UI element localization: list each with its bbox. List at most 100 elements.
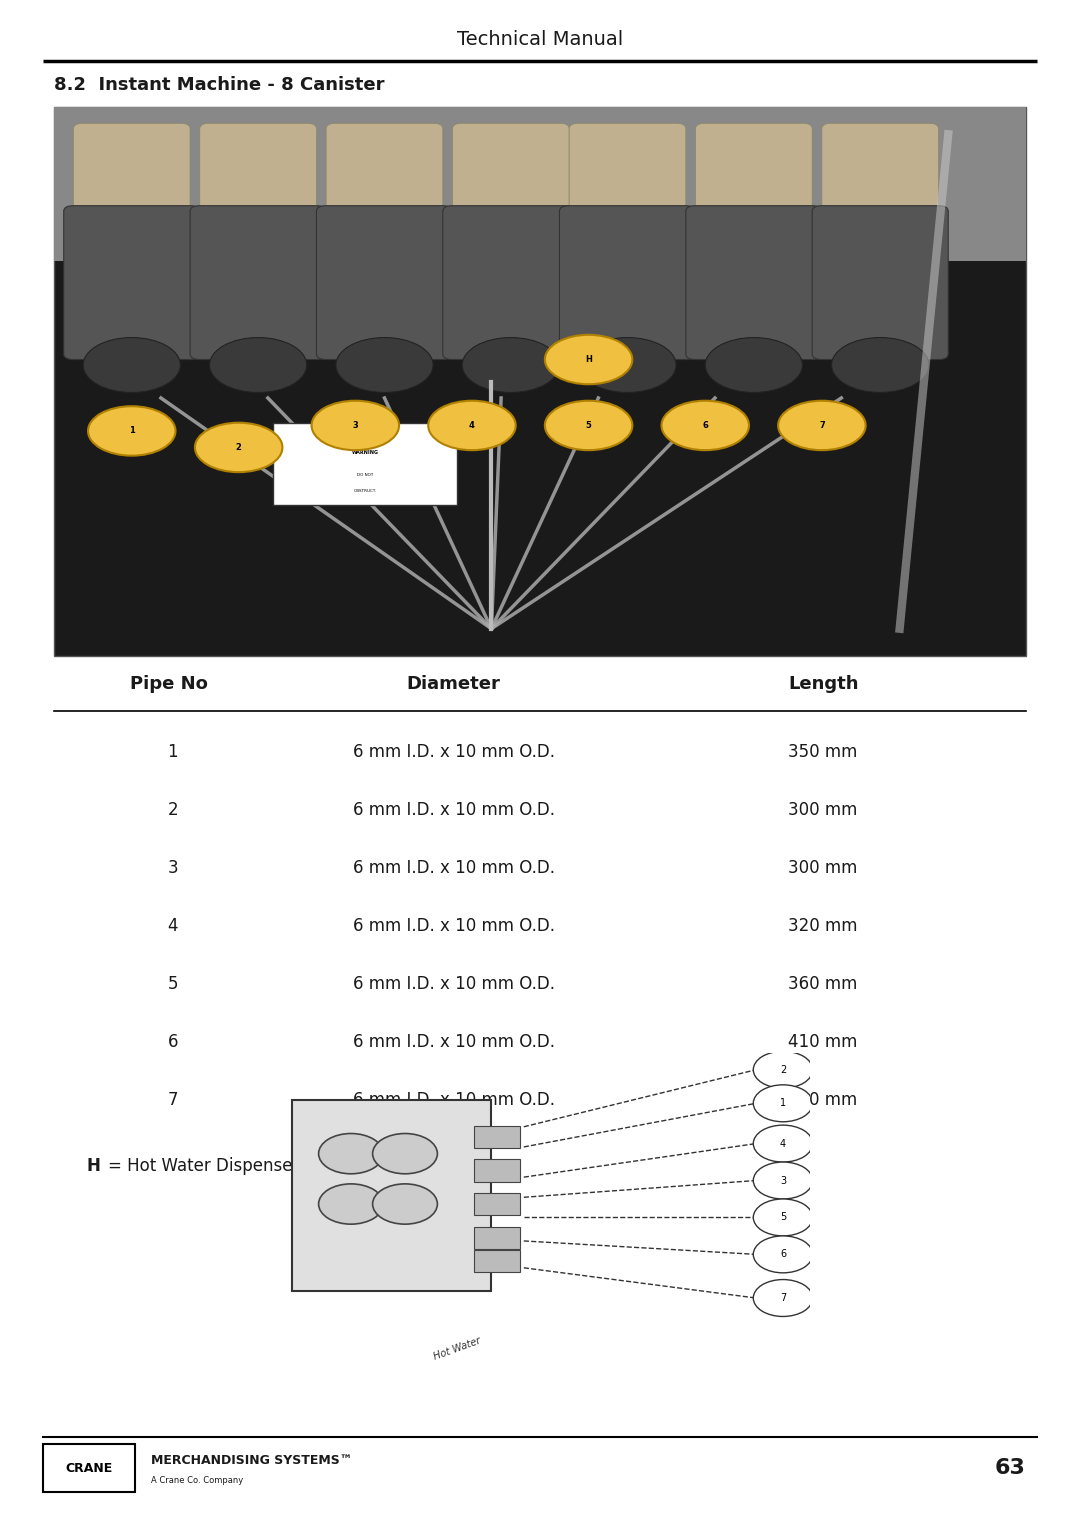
Text: DO NOT: DO NOT <box>356 473 374 478</box>
Text: 6 mm I.D. x 10 mm O.D.: 6 mm I.D. x 10 mm O.D. <box>352 1091 555 1109</box>
FancyBboxPatch shape <box>73 124 190 233</box>
FancyBboxPatch shape <box>326 124 443 233</box>
Text: 8.2  Instant Machine - 8 Canister: 8.2 Instant Machine - 8 Canister <box>54 76 384 95</box>
Text: 460 mm: 460 mm <box>788 1091 858 1109</box>
Circle shape <box>87 406 175 456</box>
Circle shape <box>311 401 400 450</box>
Text: 5: 5 <box>780 1213 786 1222</box>
FancyBboxPatch shape <box>812 206 948 360</box>
Text: A Crane Co. Company: A Crane Co. Company <box>151 1476 243 1485</box>
Circle shape <box>373 1184 437 1224</box>
Text: Diameter: Diameter <box>407 674 500 693</box>
FancyBboxPatch shape <box>316 206 453 360</box>
Circle shape <box>754 1125 813 1163</box>
Circle shape <box>579 337 676 392</box>
Circle shape <box>210 337 307 392</box>
Text: 6 mm I.D. x 10 mm O.D.: 6 mm I.D. x 10 mm O.D. <box>352 801 555 819</box>
Text: 5: 5 <box>585 421 592 430</box>
FancyBboxPatch shape <box>569 124 686 233</box>
Text: 300 mm: 300 mm <box>788 859 858 877</box>
Circle shape <box>319 1184 383 1224</box>
FancyBboxPatch shape <box>474 1126 521 1148</box>
Circle shape <box>83 337 180 392</box>
Circle shape <box>754 1236 813 1273</box>
FancyBboxPatch shape <box>273 423 458 505</box>
Text: MERCHANDISING SYSTEMS™: MERCHANDISING SYSTEMS™ <box>151 1454 352 1466</box>
Text: 2: 2 <box>235 443 242 452</box>
Circle shape <box>373 1134 437 1173</box>
Text: 300 mm: 300 mm <box>788 801 858 819</box>
Text: H: H <box>585 356 592 365</box>
Text: 6: 6 <box>167 1033 178 1051</box>
FancyBboxPatch shape <box>54 107 1026 261</box>
Text: 5: 5 <box>167 975 178 993</box>
Circle shape <box>194 423 283 472</box>
Text: 1: 1 <box>167 743 178 761</box>
Circle shape <box>754 1279 813 1317</box>
Text: Length: Length <box>788 674 859 693</box>
Circle shape <box>336 337 433 392</box>
FancyBboxPatch shape <box>453 124 569 233</box>
FancyBboxPatch shape <box>54 107 1026 656</box>
FancyBboxPatch shape <box>686 206 822 360</box>
FancyBboxPatch shape <box>474 1250 521 1273</box>
Text: Pipe No: Pipe No <box>130 674 207 693</box>
Circle shape <box>661 401 750 450</box>
FancyBboxPatch shape <box>559 206 696 360</box>
Circle shape <box>428 401 516 450</box>
Text: WARNING: WARNING <box>352 450 379 455</box>
Circle shape <box>545 334 633 385</box>
Text: 3: 3 <box>780 1175 786 1186</box>
Text: 7: 7 <box>780 1293 786 1303</box>
Text: 6: 6 <box>702 421 708 430</box>
FancyBboxPatch shape <box>43 1444 135 1492</box>
Text: 6 mm I.D. x 10 mm O.D.: 6 mm I.D. x 10 mm O.D. <box>352 975 555 993</box>
FancyBboxPatch shape <box>443 206 579 360</box>
Text: 4: 4 <box>780 1138 786 1149</box>
Text: H: H <box>86 1157 100 1175</box>
FancyBboxPatch shape <box>696 124 812 233</box>
Circle shape <box>832 337 929 392</box>
Text: 2: 2 <box>167 801 178 819</box>
Text: 4: 4 <box>469 421 475 430</box>
FancyBboxPatch shape <box>190 206 326 360</box>
Circle shape <box>545 401 633 450</box>
Text: 350 mm: 350 mm <box>788 743 858 761</box>
Text: = Hot Water Dispense Pipe: = Hot Water Dispense Pipe <box>108 1157 333 1175</box>
Text: 6 mm I.D. x 10 mm O.D.: 6 mm I.D. x 10 mm O.D. <box>352 743 555 761</box>
FancyBboxPatch shape <box>474 1193 521 1215</box>
Text: 3: 3 <box>352 421 359 430</box>
Circle shape <box>319 1134 383 1173</box>
FancyBboxPatch shape <box>474 1227 521 1248</box>
Text: 410 mm: 410 mm <box>788 1033 858 1051</box>
Text: 63: 63 <box>995 1457 1026 1479</box>
FancyBboxPatch shape <box>200 124 316 233</box>
Text: 6 mm I.D. x 10 mm O.D.: 6 mm I.D. x 10 mm O.D. <box>352 859 555 877</box>
Text: 360 mm: 360 mm <box>788 975 858 993</box>
FancyBboxPatch shape <box>822 124 939 233</box>
Text: 4: 4 <box>167 917 178 935</box>
Circle shape <box>754 1085 813 1122</box>
Circle shape <box>778 401 866 450</box>
Text: Hot Water: Hot Water <box>432 1335 482 1361</box>
Circle shape <box>754 1199 813 1236</box>
Circle shape <box>754 1051 813 1088</box>
Text: 6: 6 <box>780 1250 786 1259</box>
Text: 1: 1 <box>780 1099 786 1108</box>
FancyBboxPatch shape <box>474 1160 521 1181</box>
FancyBboxPatch shape <box>64 206 200 360</box>
Text: 3: 3 <box>167 859 178 877</box>
Text: OBSTRUCT.: OBSTRUCT. <box>353 490 377 493</box>
Text: 2: 2 <box>780 1065 786 1074</box>
Text: 6 mm I.D. x 10 mm O.D.: 6 mm I.D. x 10 mm O.D. <box>352 917 555 935</box>
FancyBboxPatch shape <box>292 1100 491 1291</box>
Text: 6 mm I.D. x 10 mm O.D.: 6 mm I.D. x 10 mm O.D. <box>352 1033 555 1051</box>
Circle shape <box>754 1163 813 1199</box>
Circle shape <box>705 337 802 392</box>
Text: 320 mm: 320 mm <box>788 917 858 935</box>
Text: 7: 7 <box>167 1091 178 1109</box>
Text: CRANE: CRANE <box>65 1462 112 1474</box>
Text: 1: 1 <box>129 426 135 435</box>
Text: Technical Manual: Technical Manual <box>457 31 623 49</box>
Text: 7: 7 <box>819 421 825 430</box>
